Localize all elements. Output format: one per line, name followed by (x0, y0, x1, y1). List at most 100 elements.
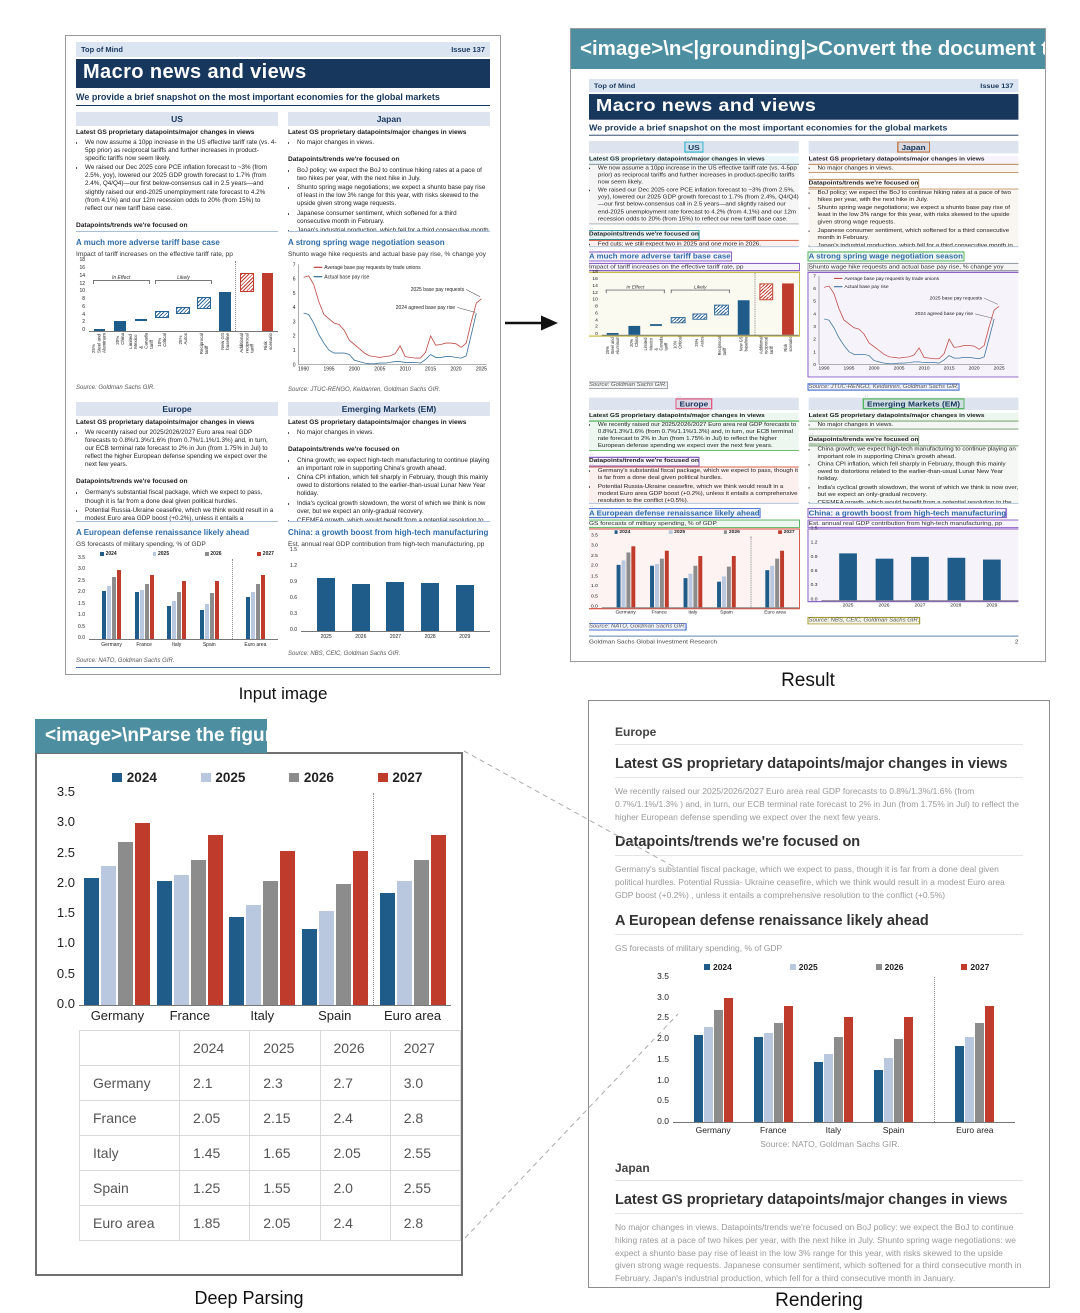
europe-bullets-1: We recently raised our 2025/2026/2027 Eu… (76, 429, 278, 470)
japan-bullets-1: No major changes in views. (808, 160, 1019, 172)
us-column: US Latest GS proprietary datapoints/majo… (589, 136, 799, 393)
tariff-chart-title: A much more adverse tariff base case (76, 238, 220, 247)
masthead-left: Top of Mind (593, 81, 636, 90)
svg-text:1990: 1990 (298, 367, 309, 373)
parsed-table: 2024 2025 2026 2027 Germany 2.1 2.3 2.7 3.0 Franc… (78, 1030, 462, 1241)
europe-header: Europe (589, 395, 799, 410)
render-p-europe-latest: We recently raised our 2025/2026/2027 Eu… (615, 786, 1019, 822)
render-h-latest-japan: Latest GS proprietary datapoints/major c… (615, 1192, 1023, 1214)
wage-chart-title: A strong spring wage negotiation season (808, 248, 963, 261)
us-column: US Latest GS proprietary datapoints/majo… (76, 106, 278, 396)
svg-text:1995: 1995 (844, 366, 855, 371)
doc-masthead: Top of Mind Issue 137 (589, 79, 1019, 93)
svg-text:2010: 2010 (400, 367, 411, 373)
svg-text:5: 5 (293, 291, 296, 297)
defense-chart-doc: 20242025202620270.00.51.01.52.02.53.03.5… (589, 525, 799, 615)
doc-row-1: US Latest GS proprietary datapoints/majo… (589, 136, 1019, 393)
svg-text:6: 6 (293, 277, 296, 283)
arrow-head (541, 315, 558, 331)
japan-bullets-2: BoJ policy; we expect the BoJ to continu… (808, 185, 1019, 247)
em-text: Latest GS proprietary datapoints/major c… (808, 412, 1019, 504)
em-header: Emerging Markets (EM) (288, 402, 490, 416)
values-table: 2024 2025 2026 2027 Germany 2.1 2.3 2.7 3.0 Franc… (78, 1030, 462, 1241)
svg-text:3: 3 (813, 324, 816, 329)
svg-text:2025: 2025 (476, 367, 487, 373)
em-column: Emerging Markets (EM) Latest GS propriet… (288, 396, 490, 667)
europe-bullets-2: Germany's substantial fiscal package, wh… (589, 463, 799, 503)
grounding-prompt-banner: <image>\n<|grounding|>Convert the docume… (571, 29, 1045, 69)
china-chart-title: China: a growth boost from high-tech man… (808, 505, 1007, 518)
doc-subtitle: We provide a brief snapshot on the most … (589, 120, 1019, 136)
japan-header: Japan (808, 138, 1019, 154)
em-bullets-2: China growth; we expect high-tech manufa… (288, 457, 490, 521)
svg-text:2010: 2010 (919, 366, 930, 371)
svg-text:4: 4 (813, 312, 816, 317)
em-text: Latest GS proprietary datapoints/major c… (288, 419, 490, 522)
defense-chart-large: 2024 2025 2026 2027 0.0 0.5 1.0 1.5 2.0 2.5 3.0 3.5… (43, 770, 451, 1023)
svg-text:2: 2 (813, 337, 816, 342)
svg-text:5: 5 (813, 299, 816, 304)
svg-text:Average base pay requests by t: Average base pay requests by trade union… (844, 276, 939, 281)
svg-text:Average base pay requests by t: Average base pay requests by trade union… (324, 265, 421, 271)
em-column: Emerging Markets (EM) Latest GS propriet… (808, 392, 1019, 632)
japan-text: Latest GS proprietary datapoints/major c… (808, 155, 1019, 248)
europe-text: Latest GS proprietary datapoints/major c… (76, 419, 278, 522)
doc-subtitle: We provide a brief snapshot on the most … (76, 88, 490, 106)
svg-text:2024 agreed base pay rise: 2024 agreed base pay rise (915, 311, 974, 316)
result-panel: <image>\n<|grounding|>Convert the docume… (570, 28, 1046, 662)
us-bullets-1: We now assume a 10pp increase in the US … (76, 139, 278, 214)
japan-bullets-2: BoJ policy; we expect the BoJ to continu… (288, 167, 490, 231)
japan-column: Japan Latest GS proprietary datapoints/m… (288, 106, 490, 396)
us-text: Latest GS proprietary datapoints/major c… (76, 129, 278, 232)
svg-text:Actual base pay rise: Actual base pay rise (324, 274, 369, 280)
gs-document: Top of Mind Issue 137 Macro news and vie… (589, 79, 1019, 646)
masthead-left: Top of Mind (81, 45, 123, 54)
us-bullets-2: Fed cuts; we still expect two in 2025 an… (589, 236, 799, 247)
japan-bullets-1: No major changes in views. (288, 139, 490, 147)
svg-text:1: 1 (813, 350, 816, 355)
page-number: 2 (1014, 639, 1019, 646)
wage-chart: 0 1 2 3 4 5 6 7 1990 1995 2000 2005 2010 2015 2020 2025… (288, 261, 490, 378)
em-bullets-1: No major changes in views. (288, 429, 490, 437)
europe-header: Europe (76, 402, 278, 416)
doc-masthead: Top of Mind Issue 137 (76, 42, 490, 57)
svg-text:2020: 2020 (969, 366, 980, 371)
svg-text:2000: 2000 (349, 367, 360, 373)
svg-text:7: 7 (813, 274, 816, 279)
render-p-japan-latest: No major changes in views. Datapoints/tr… (615, 1222, 1022, 1283)
doc-title: Macro news and views (589, 94, 1019, 120)
svg-text:2025: 2025 (994, 366, 1005, 371)
masthead-right: Issue 137 (980, 81, 1014, 90)
europe-column: Europe Latest GS proprietary datapoints/… (76, 396, 278, 667)
annotated-document-host: Top of Mind Issue 137 Macro news and vie… (589, 79, 1019, 646)
doc-row-2: Europe Latest GS proprietary datapoints/… (589, 392, 1019, 632)
japan-header: Japan (288, 112, 490, 126)
em-header: Emerging Markets (EM) (808, 395, 1019, 410)
doc-footer: Goldman Sachs Global Investment Research… (589, 635, 1019, 646)
svg-text:2: 2 (293, 334, 296, 340)
japan-column: Japan Latest GS proprietary datapoints/m… (808, 136, 1019, 393)
render-h-focus: Datapoints/trends we're focused on (615, 834, 1023, 857)
us-header: US (589, 138, 799, 154)
china-chart-title: China: a growth boost from high-tech man… (288, 528, 489, 537)
europe-bullets-1: We recently raised our 2025/2026/2027 Eu… (589, 417, 799, 451)
doc-row-2: Europe Latest GS proprietary datapoints/… (76, 396, 490, 667)
doc-footer: Goldman Sachs Global Investment Research… (76, 667, 490, 668)
svg-text:7: 7 (293, 262, 296, 268)
europe-text: Latest GS proprietary datapoints/major c… (589, 412, 799, 504)
render-source-nato: Source: NATO, Goldman Sachs GIR. (760, 1139, 900, 1150)
tariff-chart-title: A much more adverse tariff base case (589, 248, 731, 261)
result-caption: Result (781, 670, 835, 691)
rendering-caption: Rendering (775, 1290, 863, 1311)
svg-text:2025 base pay requests: 2025 base pay requests (930, 296, 983, 301)
svg-text:2015: 2015 (425, 367, 436, 373)
render-h-latest-europe: Latest GS proprietary datapoints/major c… (615, 756, 1023, 778)
svg-text:3: 3 (293, 319, 296, 325)
rendering-panel: Europe Latest GS proprietary datapoints/… (588, 700, 1050, 1288)
